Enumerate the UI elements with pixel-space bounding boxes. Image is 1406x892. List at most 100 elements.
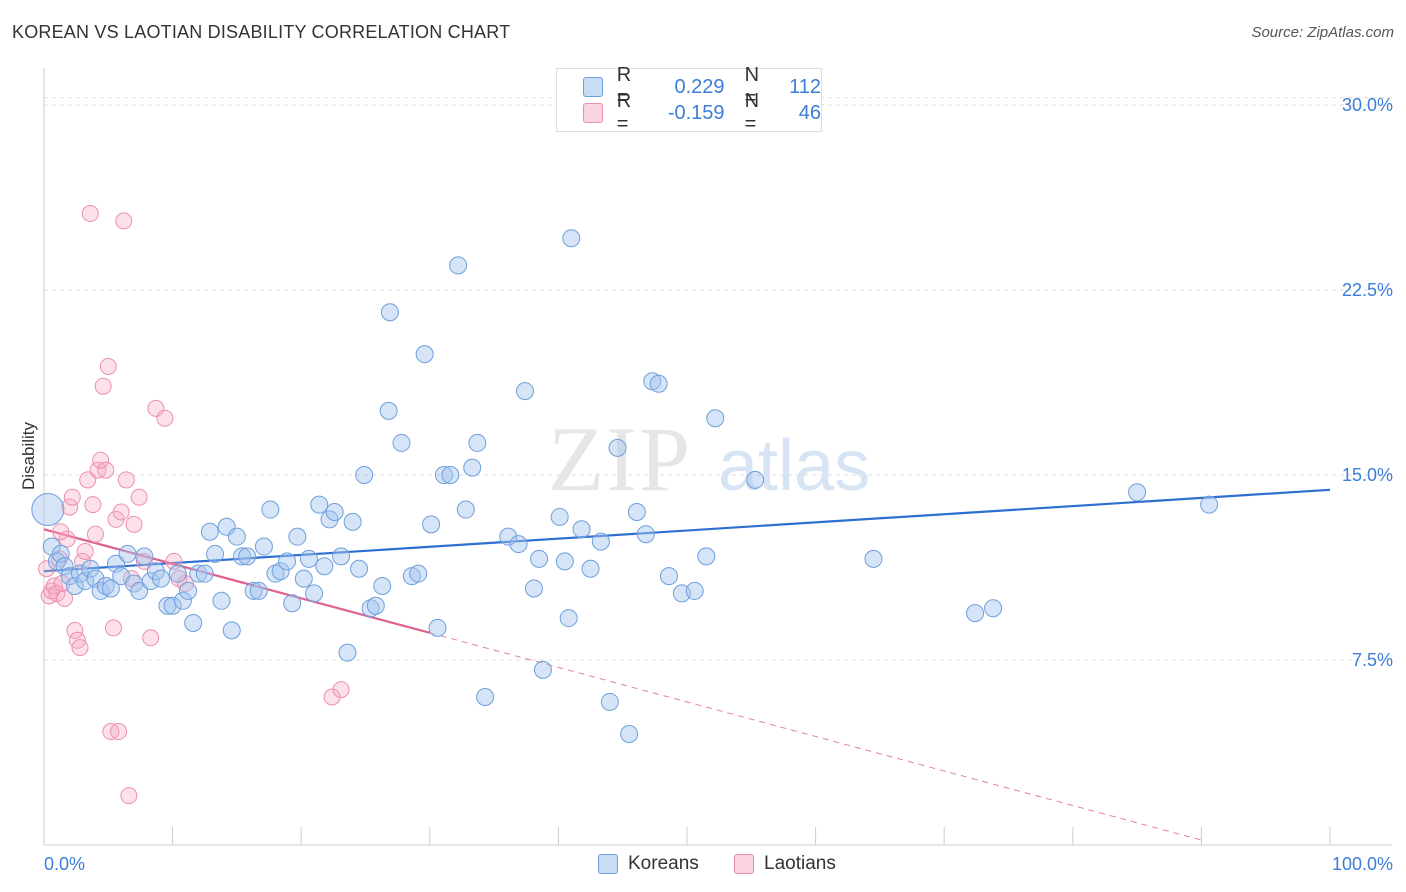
point-laotians <box>176 575 194 593</box>
point-laotians <box>110 723 128 741</box>
point-koreans <box>476 688 495 706</box>
point-laotians <box>92 451 110 469</box>
y-tick-label: 7.5% <box>1352 650 1393 670</box>
point-laotians <box>120 787 138 805</box>
bottom-legend-swatch-laotians <box>734 854 754 874</box>
point-koreans <box>984 599 1003 618</box>
point-koreans <box>1200 495 1219 514</box>
point-koreans <box>283 594 302 613</box>
point-koreans <box>206 544 225 563</box>
point-koreans <box>555 552 574 571</box>
legend-n-value: 112 <box>789 75 821 98</box>
point-koreans <box>200 522 219 541</box>
legend-row-koreans: R = 0.229 N = 112 <box>583 64 821 109</box>
point-koreans <box>620 725 639 743</box>
point-laotians <box>115 212 133 230</box>
point-laotians <box>63 488 81 506</box>
point-koreans <box>189 564 208 583</box>
trendline-laotians <box>43 528 431 634</box>
point-koreans <box>338 643 357 662</box>
bottom-legend-label-laotians: Laotians <box>764 853 836 874</box>
point-laotians <box>52 523 70 541</box>
point-laotians <box>142 629 160 647</box>
point-koreans <box>305 584 324 603</box>
point-koreans <box>706 409 725 428</box>
legend-n-label: N = <box>744 64 760 109</box>
trendline-koreans <box>43 488 1331 573</box>
point-koreans <box>415 345 434 364</box>
point-laotians <box>156 409 174 427</box>
legend-r-label: R = <box>616 64 632 109</box>
y-tick-label: 15.0% <box>1342 465 1393 485</box>
point-koreans <box>559 609 578 628</box>
point-laotians <box>84 496 102 514</box>
point-koreans <box>572 520 591 539</box>
point-koreans <box>449 256 468 275</box>
point-koreans <box>238 547 257 566</box>
point-laotians <box>97 461 115 479</box>
legend-n-label: N = <box>744 90 760 135</box>
point-laotians <box>323 688 341 706</box>
point-koreans <box>530 549 549 568</box>
point-koreans <box>184 614 203 632</box>
point-koreans <box>278 552 297 571</box>
point-koreans <box>591 532 610 551</box>
grid-lines <box>44 97 1392 661</box>
bottom-legend-label-koreans: Koreans <box>628 853 699 874</box>
point-koreans <box>212 591 231 610</box>
point-koreans <box>168 564 187 583</box>
point-koreans <box>55 557 74 576</box>
bottom-legend-laotians: Laotians <box>734 852 836 876</box>
point-koreans <box>244 581 263 600</box>
point-koreans <box>627 503 646 521</box>
source-label: Source: ZipAtlas.com <box>1251 24 1394 41</box>
point-koreans <box>441 466 460 484</box>
point-koreans <box>266 564 285 583</box>
point-koreans <box>524 579 543 598</box>
point-koreans <box>515 382 534 401</box>
point-koreans <box>636 525 655 544</box>
point-koreans <box>271 562 290 581</box>
point-koreans <box>299 549 318 568</box>
point-koreans <box>355 466 374 484</box>
point-koreans <box>499 527 518 546</box>
point-koreans <box>227 527 246 546</box>
point-laotians <box>71 639 89 657</box>
point-laotians <box>112 503 130 521</box>
legend-n-value: 46 <box>798 101 821 124</box>
point-koreans <box>659 567 678 586</box>
legend-row-laotians: R = -0.159 N = 46 <box>583 90 821 135</box>
stats-legend: R = 0.229 N = 112 R = -0.159 N = 46 <box>556 64 822 135</box>
point-koreans <box>91 581 110 600</box>
point-koreans <box>310 495 329 514</box>
point-laotians <box>104 619 122 637</box>
point-laotians <box>66 621 84 639</box>
point-koreans <box>685 581 704 600</box>
x-tick-label: 0.0% <box>44 854 85 874</box>
point-koreans <box>288 527 307 546</box>
point-koreans <box>392 433 411 452</box>
legend-r-value: 0.229 <box>674 75 725 98</box>
point-koreans <box>380 303 399 322</box>
point-laotians <box>117 471 135 489</box>
point-laotians <box>332 681 350 699</box>
chart-title: KOREAN VS LAOTIAN DISABILITY CORRELATION… <box>12 22 511 42</box>
point-koreans <box>173 591 192 610</box>
point-koreans <box>600 692 619 711</box>
trendline-laotians-extension <box>429 632 1202 841</box>
point-koreans <box>152 569 171 588</box>
point-koreans <box>533 660 552 679</box>
legend-r-value: -0.159 <box>667 101 725 124</box>
point-koreans <box>562 229 581 248</box>
axes <box>43 68 1392 846</box>
point-koreans <box>96 577 115 595</box>
point-koreans <box>343 512 362 531</box>
point-laotians <box>86 525 104 543</box>
tick-labels: 7.5% 15.0% 22.5% 30.0% 0.0% 100.0% <box>44 95 1393 874</box>
legend-swatch-laotians <box>583 103 603 123</box>
point-koreans <box>509 535 528 554</box>
watermark-atlas: atlas <box>718 426 870 506</box>
point-koreans <box>101 579 120 598</box>
y-tick-label: 30.0% <box>1342 95 1393 115</box>
point-koreans <box>179 581 198 600</box>
